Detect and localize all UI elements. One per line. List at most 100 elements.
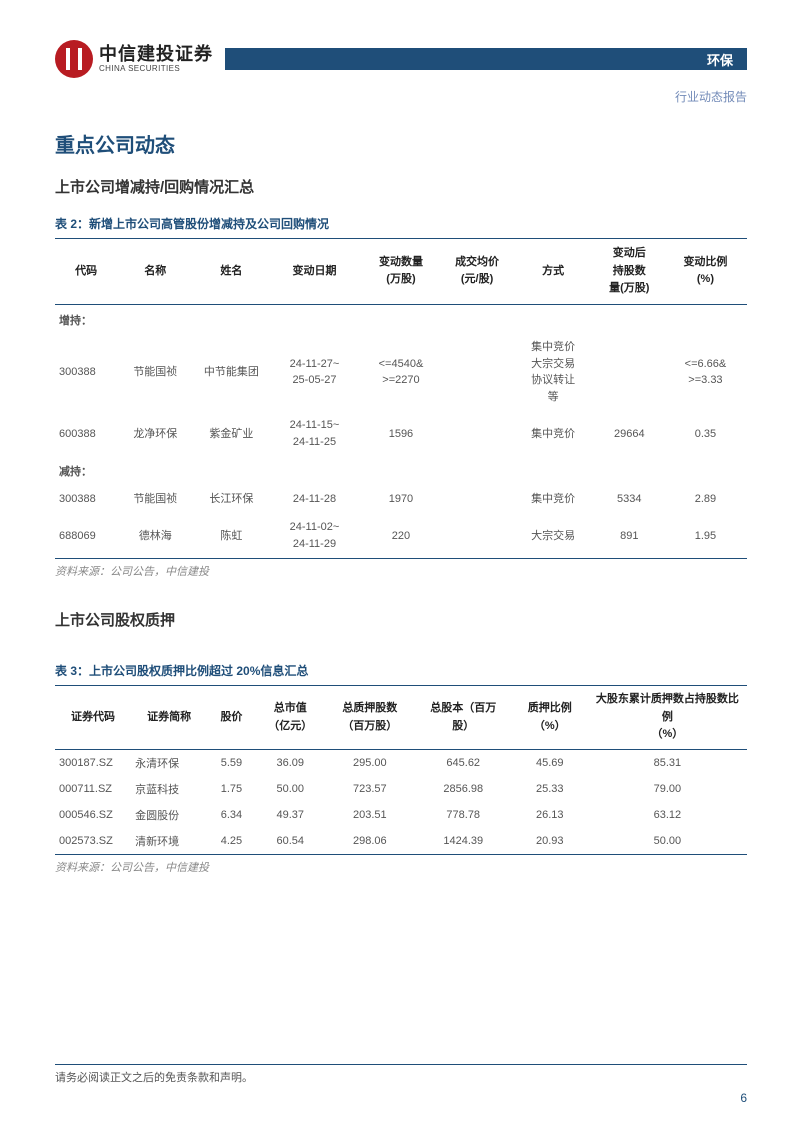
cell-after: 5334 (595, 485, 664, 514)
cell-price: 1.75 (207, 776, 255, 802)
th-code: 代码 (55, 239, 117, 305)
table-header-row: 代码 名称 姓名 变动日期 变动数量 (万股) 成交均价 (元/股) 方式 变动… (55, 239, 747, 305)
section-heading-1: 重点公司动态 (55, 129, 747, 158)
cell-mcap: 49.37 (256, 802, 325, 828)
cell-name: 永清环保 (131, 750, 207, 777)
disclaimer: 请务必阅读正文之后的免责条款和声明。 (55, 1064, 747, 1085)
table-2-source: 资料来源：公司公告，中信建投 (55, 563, 747, 579)
section-label-cell: 增持： (55, 304, 747, 333)
cell-method: 大宗交易 (512, 513, 595, 559)
cell-name: 京蓝科技 (131, 776, 207, 802)
cell-price (442, 485, 511, 514)
th3-major: 大股东累计质押数占持股数比例 （%） (588, 686, 747, 750)
cell-price: 6.34 (207, 802, 255, 828)
table-3-title: 表 3：上市公司股权质押比例超过 20%信息汇总 (55, 662, 747, 679)
table-row: 600388龙净环保紫金矿业24-11-15~ 24-11-251596集中竞价… (55, 411, 747, 456)
header-category: 环保 (707, 50, 733, 69)
cell-date: 24-11-27~ 25-05-27 (269, 333, 359, 411)
logo-text: 中信建投证券 CHINA SECURITIES (99, 45, 213, 74)
th-method: 方式 (512, 239, 595, 305)
cell-code: 600388 (55, 411, 117, 456)
cell-person: 陈虹 (193, 513, 269, 559)
cell-pledged: 203.51 (325, 802, 415, 828)
cell-ratio: 45.69 (512, 750, 588, 777)
th-person: 姓名 (193, 239, 269, 305)
cell-person: 中节能集团 (193, 333, 269, 411)
table-row: 300187.SZ永清环保5.5936.09295.00645.6245.698… (55, 750, 747, 777)
th-price: 成交均价 (元/股) (442, 239, 511, 305)
table-row: 000546.SZ金圆股份6.3449.37203.51778.7826.136… (55, 802, 747, 828)
table-2-title: 表 2：新增上市公司高管股份增减持及公司回购情况 (55, 215, 747, 232)
table-3-source: 资料来源：公司公告，中信建投 (55, 859, 747, 875)
cell-qty: 1596 (359, 411, 442, 456)
cell-name: 德林海 (117, 513, 193, 559)
table-header-row: 证券代码 证券简称 股价 总市值 （亿元） 总质押股数 （百万股） 总股本（百万… (55, 686, 747, 750)
table-section-label: 增持： (55, 304, 747, 333)
cell-total: 645.62 (415, 750, 512, 777)
cell-ratio: 0.35 (664, 411, 747, 456)
cell-name: 节能国祯 (117, 333, 193, 411)
th-date: 变动日期 (269, 239, 359, 305)
cell-qty: 1970 (359, 485, 442, 514)
cell-mcap: 60.54 (256, 828, 325, 855)
cell-pledged: 723.57 (325, 776, 415, 802)
cell-after: 891 (595, 513, 664, 559)
cell-method: 集中竞价 (512, 411, 595, 456)
th3-code: 证券代码 (55, 686, 131, 750)
cell-ratio: 20.93 (512, 828, 588, 855)
cell-ratio: <=6.66& >=3.33 (664, 333, 747, 411)
cell-name: 节能国祯 (117, 485, 193, 514)
logo-cn: 中信建投证券 (99, 45, 213, 65)
cell-ratio: 25.33 (512, 776, 588, 802)
cell-code: 300187.SZ (55, 750, 131, 777)
cell-name: 清新环境 (131, 828, 207, 855)
section-subheading-2: 上市公司股权质押 (55, 609, 747, 630)
cell-major: 85.31 (588, 750, 747, 777)
logo-en: CHINA SECURITIES (99, 65, 213, 74)
cell-after (595, 333, 664, 411)
cell-pledged: 295.00 (325, 750, 415, 777)
footer: 请务必阅读正文之后的免责条款和声明。 6 (55, 1064, 747, 1105)
th3-price: 股价 (207, 686, 255, 750)
section-subheading-1: 上市公司增减持/回购情况汇总 (55, 176, 747, 197)
cell-total: 1424.39 (415, 828, 512, 855)
th-qty: 变动数量 (万股) (359, 239, 442, 305)
page: 中信建投证券 CHINA SECURITIES 环保 行业动态报告 重点公司动态… (0, 0, 802, 1133)
cell-person: 长江环保 (193, 485, 269, 514)
cell-pledged: 298.06 (325, 828, 415, 855)
cell-date: 24-11-02~ 24-11-29 (269, 513, 359, 559)
report-type: 行业动态报告 (55, 88, 747, 105)
th3-total: 总股本（百万 股） (415, 686, 512, 750)
cell-qty: 220 (359, 513, 442, 559)
logo-icon (55, 40, 93, 78)
logo-block: 中信建投证券 CHINA SECURITIES (55, 40, 213, 78)
cell-code: 688069 (55, 513, 117, 559)
section-label-cell: 减持： (55, 456, 747, 485)
cell-code: 300388 (55, 333, 117, 411)
table-row: 688069德林海陈虹24-11-02~ 24-11-29220大宗交易8911… (55, 513, 747, 559)
table-row: 300388节能国祯中节能集团24-11-27~ 25-05-27<=4540&… (55, 333, 747, 411)
cell-date: 24-11-28 (269, 485, 359, 514)
th3-ratio: 质押比例 （%） (512, 686, 588, 750)
table-3: 证券代码 证券简称 股价 总市值 （亿元） 总质押股数 （百万股） 总股本（百万… (55, 685, 747, 855)
th-ratio: 变动比例 (%) (664, 239, 747, 305)
cell-total: 778.78 (415, 802, 512, 828)
cell-total: 2856.98 (415, 776, 512, 802)
cell-name: 金圆股份 (131, 802, 207, 828)
cell-method: 集中竞价 大宗交易 协议转让 等 (512, 333, 595, 411)
cell-price (442, 411, 511, 456)
header-bar: 环保 (225, 48, 747, 70)
cell-code: 000546.SZ (55, 802, 131, 828)
th-name: 名称 (117, 239, 193, 305)
page-number: 6 (55, 1091, 747, 1105)
table-row: 300388节能国祯长江环保24-11-281970集中竞价53342.89 (55, 485, 747, 514)
table-section-label: 减持： (55, 456, 747, 485)
th-after: 变动后 持股数 量(万股) (595, 239, 664, 305)
header: 中信建投证券 CHINA SECURITIES 环保 (55, 40, 747, 78)
table-row: 002573.SZ清新环境4.2560.54298.061424.3920.93… (55, 828, 747, 855)
table-row: 000711.SZ京蓝科技1.7550.00723.572856.9825.33… (55, 776, 747, 802)
cell-after: 29664 (595, 411, 664, 456)
cell-mcap: 50.00 (256, 776, 325, 802)
cell-qty: <=4540& >=2270 (359, 333, 442, 411)
cell-price: 4.25 (207, 828, 255, 855)
